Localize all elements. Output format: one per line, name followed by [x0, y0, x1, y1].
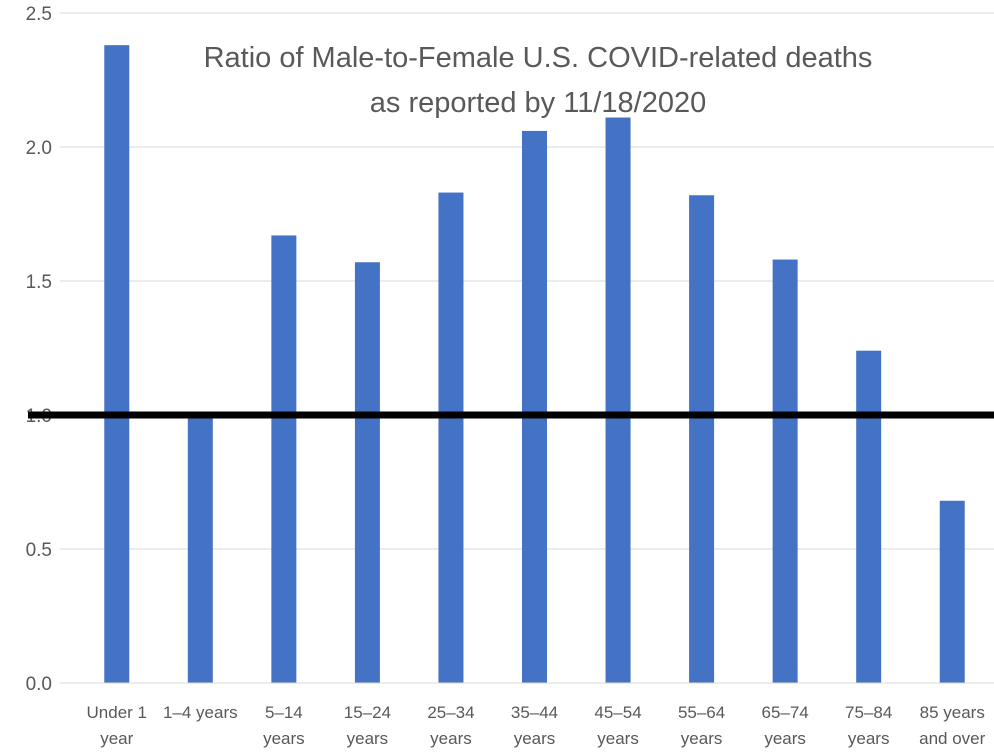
category-label: years: [514, 729, 556, 748]
chart-subtitle: as reported by 11/18/2020: [370, 87, 706, 119]
category-label: years: [430, 729, 472, 748]
bar: [772, 259, 798, 683]
bar: [689, 195, 715, 684]
chart-title: Ratio of Male-to-Female U.S. COVID-relat…: [204, 42, 873, 74]
y-tick-label: 0.5: [26, 540, 52, 561]
bar: [271, 235, 297, 683]
category-label: 65–74: [761, 703, 808, 722]
category-label: year: [100, 729, 133, 748]
category-label: 55–64: [678, 703, 725, 722]
category-label: 25–34: [427, 703, 474, 722]
bar: [605, 117, 631, 683]
category-label: years: [347, 729, 389, 748]
category-label: 35–44: [511, 703, 558, 722]
bar: [939, 500, 965, 683]
bar: [856, 350, 882, 683]
category-label: years: [263, 729, 305, 748]
y-tick-label: 0.0: [26, 674, 52, 695]
y-tick-label: 1.5: [26, 272, 52, 293]
category-label: Under 1: [87, 703, 147, 722]
x-axis-categories: Under 1 year 1–4 years 5–14 years 15–24 years 2…: [87, 703, 986, 748]
y-axis-ticks: 0.00.51.01.52.02.5: [26, 4, 52, 695]
category-label: 45–54: [594, 703, 641, 722]
y-tick-label: 2.0: [26, 138, 52, 159]
category-label: 85 years: [920, 703, 985, 722]
category-label: years: [597, 729, 639, 748]
bar: [522, 130, 547, 684]
category-label: 75–84: [845, 703, 892, 722]
bar: [104, 45, 130, 684]
category-label: years: [764, 729, 806, 748]
category-label: 15–24: [344, 703, 391, 722]
bar: [438, 192, 464, 683]
bar: [187, 415, 213, 683]
category-label: years: [681, 729, 723, 748]
bar: [354, 262, 380, 683]
category-label: and over: [919, 729, 985, 748]
category-label: 1–4 years: [163, 703, 238, 722]
bars: [104, 45, 965, 684]
category-label: 5–14: [265, 703, 303, 722]
y-tick-label: 2.5: [26, 4, 52, 25]
category-label: years: [848, 729, 890, 748]
